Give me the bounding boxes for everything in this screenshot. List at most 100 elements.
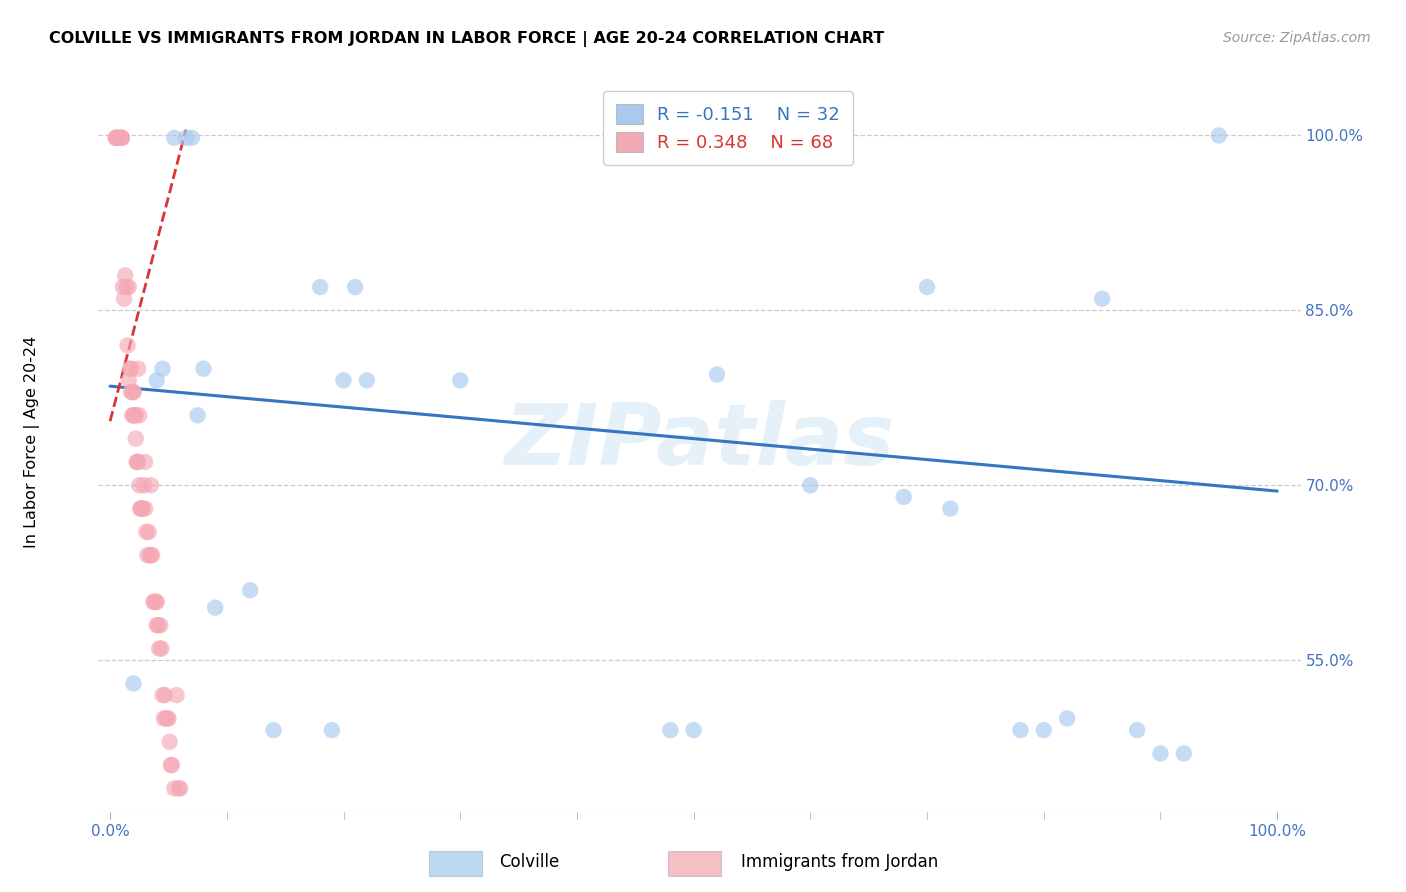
Point xyxy=(659,723,682,738)
Point xyxy=(146,373,169,387)
Point xyxy=(682,723,704,738)
Text: Source: ZipAtlas.com: Source: ZipAtlas.com xyxy=(1223,31,1371,45)
Point xyxy=(117,338,139,352)
Point xyxy=(159,758,181,772)
Point xyxy=(166,688,188,702)
Point xyxy=(174,131,197,145)
Point xyxy=(118,280,141,294)
Point xyxy=(111,131,134,145)
Point xyxy=(152,688,174,702)
Point xyxy=(152,711,174,725)
Point xyxy=(132,478,155,492)
Point xyxy=(1126,723,1149,738)
Point xyxy=(1149,747,1171,761)
Point xyxy=(146,595,169,609)
Point xyxy=(128,478,150,492)
Point xyxy=(187,409,209,423)
Point xyxy=(112,292,135,306)
Point xyxy=(127,455,149,469)
Point xyxy=(152,361,174,376)
Point xyxy=(139,548,162,562)
Point xyxy=(148,641,170,656)
Point xyxy=(111,131,134,145)
Point xyxy=(163,781,186,796)
Point xyxy=(141,548,163,562)
Point xyxy=(120,384,142,399)
Point xyxy=(122,384,145,399)
Point xyxy=(134,501,156,516)
Point xyxy=(180,131,202,145)
Point xyxy=(129,501,152,516)
Text: Colville: Colville xyxy=(499,853,560,871)
Point xyxy=(115,280,138,294)
Point xyxy=(356,373,378,387)
Point xyxy=(111,131,134,145)
Point xyxy=(139,478,162,492)
Point xyxy=(156,711,179,725)
Point xyxy=(138,524,160,539)
Point xyxy=(145,595,167,609)
Text: Immigrants from Jordan: Immigrants from Jordan xyxy=(741,853,938,871)
Point xyxy=(132,501,155,516)
Point xyxy=(127,361,149,376)
Point xyxy=(107,131,129,145)
Point xyxy=(146,618,169,632)
Point xyxy=(309,280,332,294)
Legend: R = -0.151    N = 32, R = 0.348    N = 68: R = -0.151 N = 32, R = 0.348 N = 68 xyxy=(603,92,853,165)
Point xyxy=(143,595,166,609)
Point xyxy=(136,548,159,562)
Point xyxy=(799,478,821,492)
Point xyxy=(135,524,157,539)
Text: COLVILLE VS IMMIGRANTS FROM JORDAN IN LABOR FORCE | AGE 20-24 CORRELATION CHART: COLVILLE VS IMMIGRANTS FROM JORDAN IN LA… xyxy=(49,31,884,47)
Point xyxy=(124,409,146,423)
Point xyxy=(1032,723,1054,738)
Point xyxy=(1056,711,1078,725)
Point xyxy=(125,455,148,469)
Point xyxy=(163,131,186,145)
Point xyxy=(120,361,142,376)
Point xyxy=(893,490,915,504)
Point xyxy=(131,501,153,516)
Point xyxy=(125,455,148,469)
Point xyxy=(118,361,141,376)
Point xyxy=(263,723,285,738)
Point xyxy=(1010,723,1032,738)
Point xyxy=(122,409,145,423)
Point xyxy=(153,688,176,702)
Point xyxy=(122,676,145,690)
Point xyxy=(1091,292,1114,306)
Point xyxy=(129,501,152,516)
Point xyxy=(114,268,136,283)
Point xyxy=(104,131,127,145)
Point xyxy=(159,735,181,749)
Point xyxy=(1173,747,1195,761)
Point xyxy=(134,455,156,469)
Point xyxy=(111,280,134,294)
Point xyxy=(122,384,145,399)
Point xyxy=(121,409,143,423)
Point xyxy=(239,583,262,598)
Point xyxy=(204,600,226,615)
Point xyxy=(344,280,367,294)
Point xyxy=(169,781,191,796)
Point xyxy=(155,711,177,725)
Point xyxy=(125,409,148,423)
Point xyxy=(160,758,183,772)
Point xyxy=(107,131,129,145)
Point xyxy=(139,548,162,562)
Point xyxy=(321,723,343,738)
Point xyxy=(104,131,127,145)
Point xyxy=(706,368,728,382)
Point xyxy=(157,711,180,725)
Point xyxy=(150,641,173,656)
Point xyxy=(193,361,215,376)
Point xyxy=(118,373,141,387)
Point xyxy=(142,595,165,609)
Text: In Labor Force | Age 20-24: In Labor Force | Age 20-24 xyxy=(24,335,41,548)
Point xyxy=(332,373,354,387)
Point xyxy=(939,501,962,516)
Point xyxy=(146,618,169,632)
Point xyxy=(449,373,471,387)
Point xyxy=(149,618,172,632)
Point xyxy=(104,131,127,145)
